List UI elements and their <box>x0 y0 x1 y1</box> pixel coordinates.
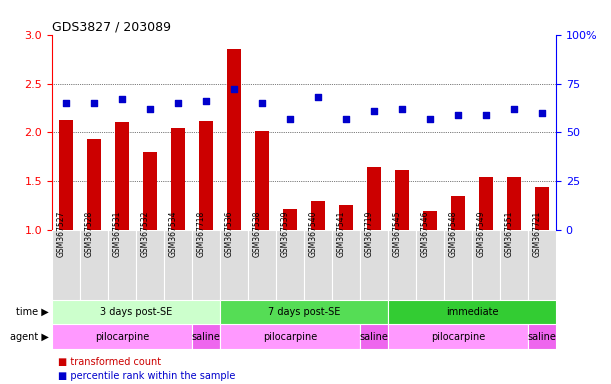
Bar <box>283 209 297 230</box>
Bar <box>227 49 241 230</box>
Point <box>229 86 239 93</box>
Bar <box>535 187 549 230</box>
Bar <box>367 167 381 230</box>
Bar <box>451 196 465 230</box>
Point <box>145 106 155 112</box>
Bar <box>255 131 269 230</box>
Bar <box>108 230 136 300</box>
Text: GSM367545: GSM367545 <box>393 210 402 257</box>
Text: GSM367718: GSM367718 <box>197 211 206 257</box>
Text: agent ▶: agent ▶ <box>10 332 49 342</box>
Bar <box>311 201 325 230</box>
Bar <box>416 230 444 300</box>
Bar <box>52 300 220 324</box>
Bar <box>192 324 220 349</box>
Bar <box>199 121 213 230</box>
Bar <box>304 230 332 300</box>
Text: GSM367536: GSM367536 <box>225 210 234 257</box>
Point <box>369 108 379 114</box>
Point <box>425 116 435 122</box>
Bar <box>164 230 192 300</box>
Bar <box>220 230 248 300</box>
Text: GSM367546: GSM367546 <box>421 210 430 257</box>
Bar <box>388 324 528 349</box>
Point <box>117 96 127 102</box>
Point <box>453 112 463 118</box>
Bar <box>332 230 360 300</box>
Bar <box>171 127 185 230</box>
Text: saline: saline <box>527 332 557 342</box>
Bar <box>507 177 521 230</box>
Bar <box>80 230 108 300</box>
Bar <box>248 230 276 300</box>
Bar <box>87 139 101 230</box>
Bar <box>444 230 472 300</box>
Point <box>173 100 183 106</box>
Point <box>61 100 71 106</box>
Point <box>537 110 547 116</box>
Text: GSM367548: GSM367548 <box>449 211 458 257</box>
Text: GSM367539: GSM367539 <box>281 210 290 257</box>
Text: GSM367551: GSM367551 <box>505 211 514 257</box>
Bar <box>220 300 388 324</box>
Bar <box>59 120 73 230</box>
Point <box>481 112 491 118</box>
Bar <box>220 324 360 349</box>
Bar <box>479 177 493 230</box>
Bar <box>360 324 388 349</box>
Point <box>397 106 407 112</box>
Text: GSM367527: GSM367527 <box>57 211 66 257</box>
Text: pilocarpine: pilocarpine <box>431 332 485 342</box>
Bar <box>143 152 157 230</box>
Point <box>313 94 323 100</box>
Point <box>257 100 267 106</box>
Bar <box>395 170 409 230</box>
Text: ■ percentile rank within the sample: ■ percentile rank within the sample <box>58 371 235 381</box>
Bar <box>500 230 528 300</box>
Text: GSM367721: GSM367721 <box>533 211 542 257</box>
Text: GSM367541: GSM367541 <box>337 211 346 257</box>
Text: GSM367540: GSM367540 <box>309 210 318 257</box>
Text: GSM367534: GSM367534 <box>169 210 178 257</box>
Text: GSM367549: GSM367549 <box>477 210 486 257</box>
Text: GSM367719: GSM367719 <box>365 211 374 257</box>
Bar <box>192 230 220 300</box>
Text: ■ transformed count: ■ transformed count <box>58 357 161 367</box>
Bar <box>528 324 556 349</box>
Bar <box>472 230 500 300</box>
Text: GSM367532: GSM367532 <box>141 211 150 257</box>
Point <box>89 100 99 106</box>
Point <box>341 116 351 122</box>
Point <box>201 98 211 104</box>
Text: pilocarpine: pilocarpine <box>263 332 317 342</box>
Text: saline: saline <box>359 332 389 342</box>
Text: time ▶: time ▶ <box>16 307 49 317</box>
Text: pilocarpine: pilocarpine <box>95 332 149 342</box>
Bar <box>339 205 353 230</box>
Bar <box>276 230 304 300</box>
Text: saline: saline <box>191 332 221 342</box>
Bar <box>115 122 129 230</box>
Point <box>285 116 295 122</box>
Bar <box>388 230 416 300</box>
Text: GSM367528: GSM367528 <box>85 211 94 257</box>
Bar <box>528 230 556 300</box>
Bar <box>360 230 388 300</box>
Point <box>509 106 519 112</box>
Text: GDS3827 / 203089: GDS3827 / 203089 <box>52 20 171 33</box>
Text: GSM367538: GSM367538 <box>253 211 262 257</box>
Bar <box>423 211 437 230</box>
Bar <box>136 230 164 300</box>
Text: immediate: immediate <box>446 307 498 317</box>
Text: 7 days post-SE: 7 days post-SE <box>268 307 340 317</box>
Text: 3 days post-SE: 3 days post-SE <box>100 307 172 317</box>
Text: GSM367531: GSM367531 <box>113 211 122 257</box>
Bar <box>52 324 192 349</box>
Bar <box>388 300 556 324</box>
Bar <box>52 230 80 300</box>
